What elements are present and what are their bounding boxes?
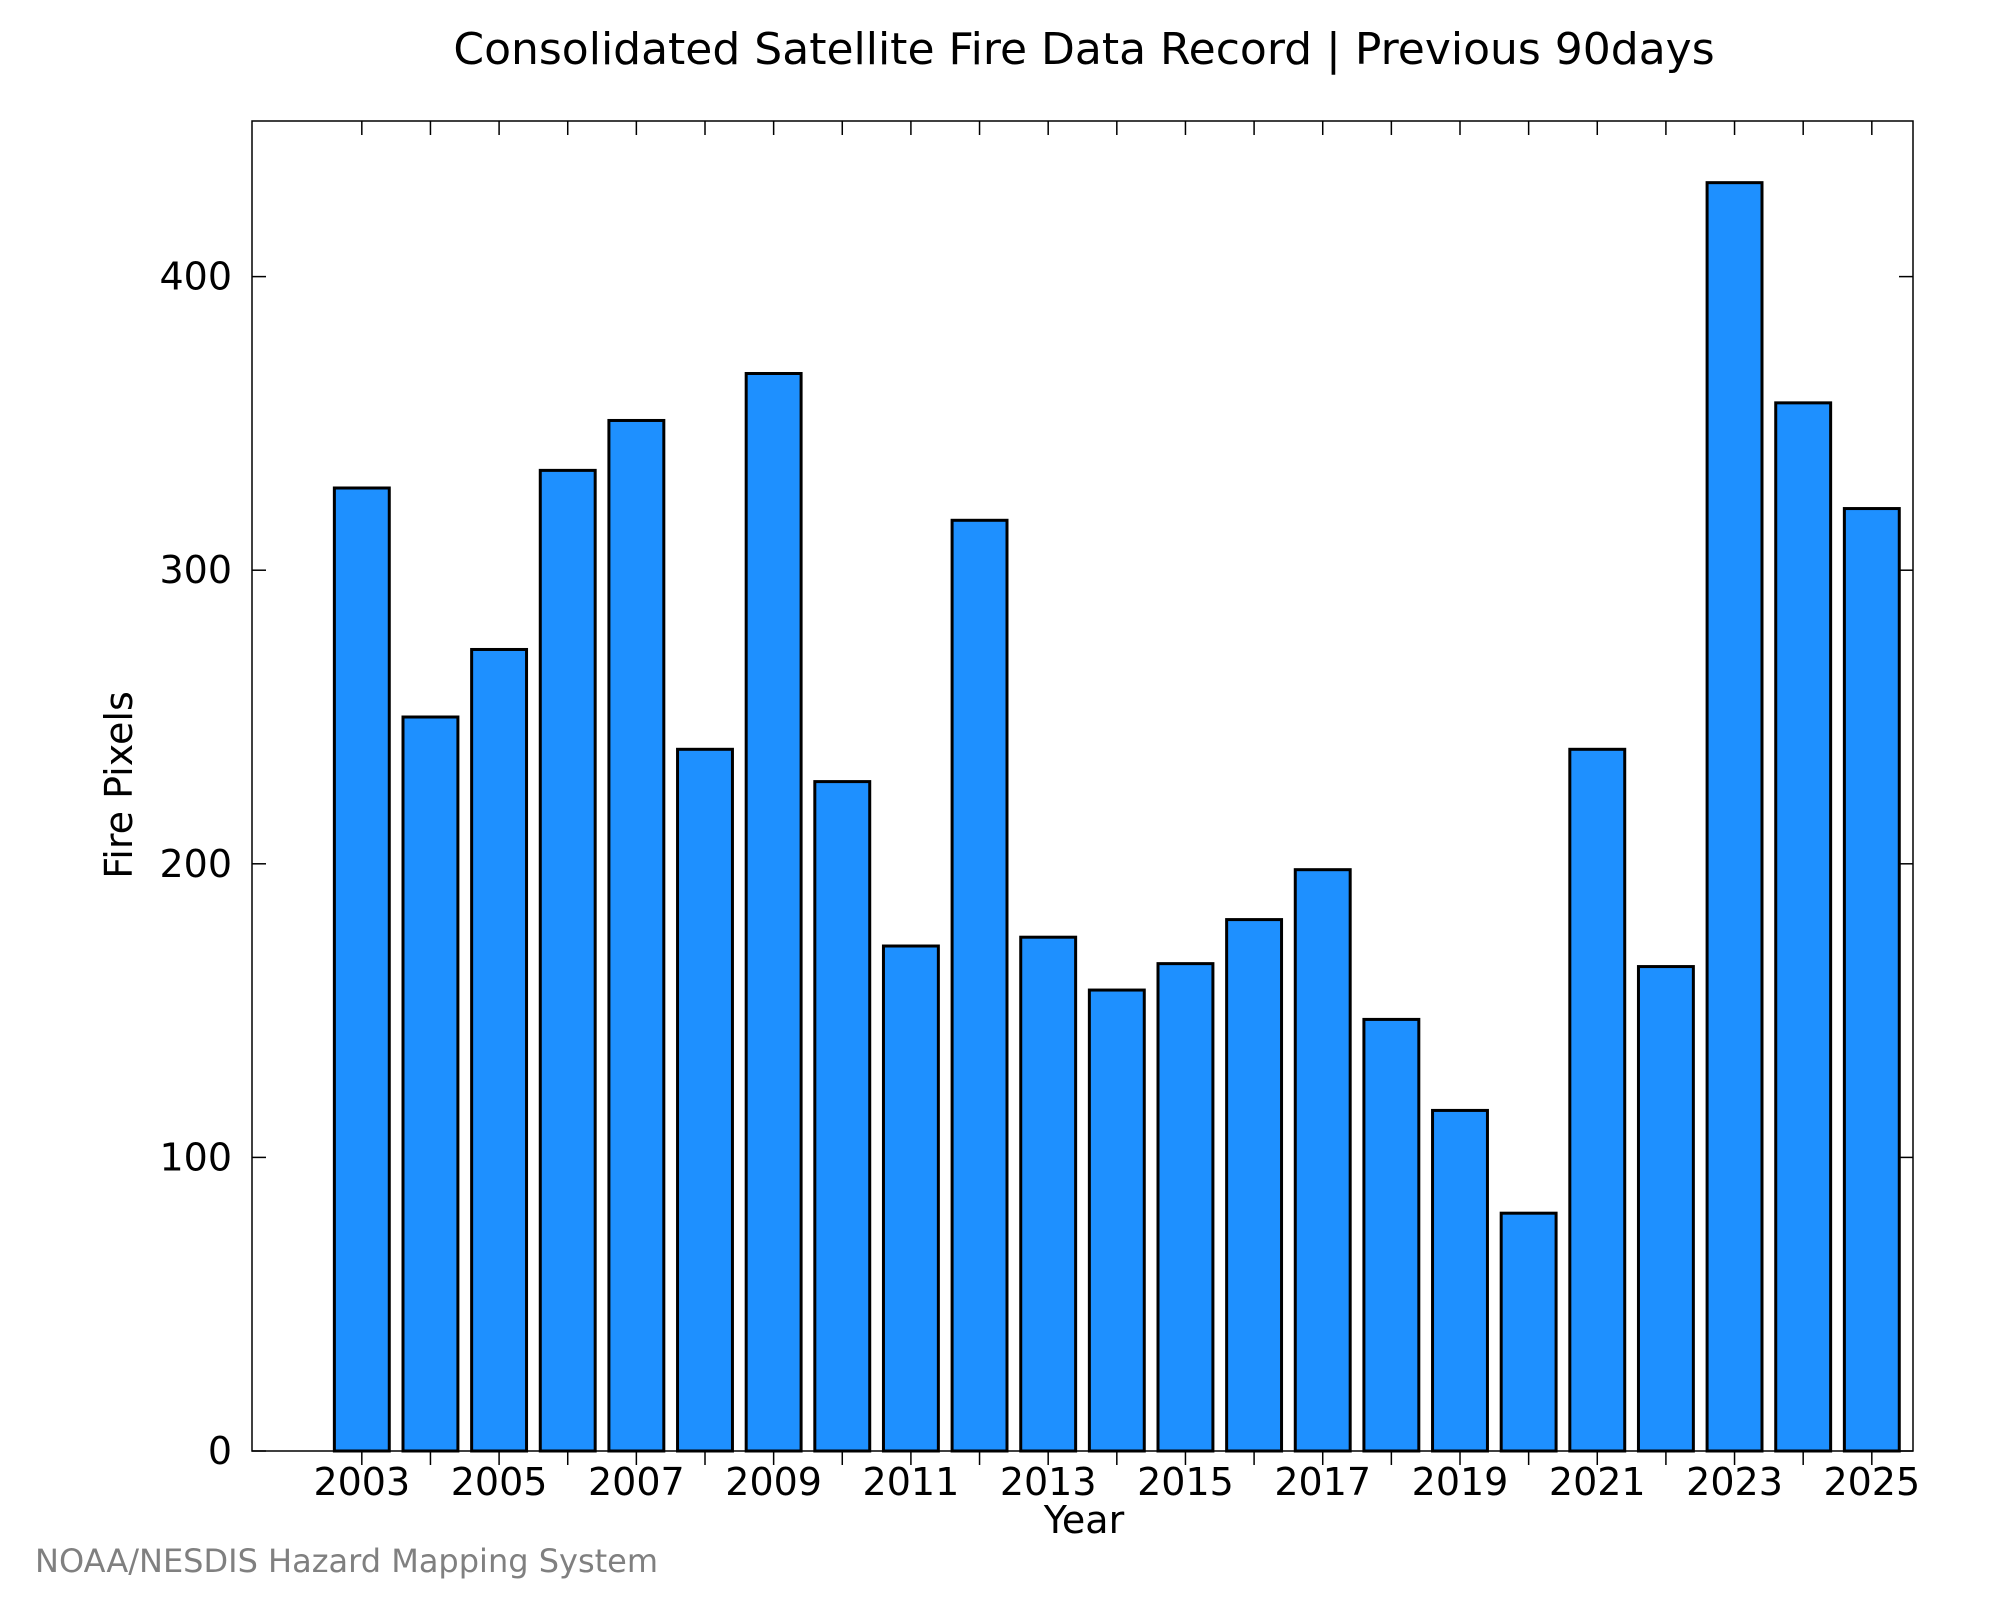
x-tick-label: 2007: [588, 1460, 685, 1504]
x-axis-label: Year: [1043, 1498, 1125, 1542]
plot-border: [251, 120, 1914, 1452]
y-tick-label: 0: [208, 1429, 232, 1473]
y-tick-label: 300: [159, 548, 232, 592]
bar-2020: [1499, 1211, 1558, 1453]
bar-2018: [1362, 1017, 1421, 1453]
bar-2022: [1636, 965, 1695, 1453]
x-tick-label: 2019: [1412, 1460, 1509, 1504]
bar-2017: [1293, 868, 1352, 1453]
bar-2010: [813, 780, 872, 1453]
x-tick-label: 2013: [1000, 1460, 1097, 1504]
x-tick-label: 2017: [1274, 1460, 1371, 1504]
x-tick-labels: 2003 2005 2007 2009 2011 2013 2015 2017 2019 2021…: [313, 1460, 1920, 1504]
x-tick-label: 2023: [1686, 1460, 1783, 1504]
ticks-layer: [252, 121, 1913, 1465]
bar-2011: [881, 944, 940, 1453]
bar-2008: [676, 747, 734, 1453]
y-tick-label: 100: [159, 1135, 232, 1179]
bar-2015: [1156, 962, 1215, 1453]
y-tick-label: 400: [159, 255, 232, 299]
x-tick-label: 2003: [313, 1460, 410, 1504]
x-tick-label: 2011: [863, 1460, 960, 1504]
y-tick-labels: 0 100 200 300 400: [159, 255, 232, 1473]
y-axis-label: Fire Pixels: [97, 691, 141, 879]
bar-2019: [1431, 1108, 1489, 1453]
bar-2013: [1019, 935, 1078, 1453]
bar-2016: [1225, 918, 1284, 1453]
credit-text: NOAA/NESDIS Hazard Mapping System: [35, 1542, 658, 1580]
bar-2003: [332, 486, 391, 1453]
x-tick-label: 2015: [1137, 1460, 1234, 1504]
bar-2014: [1087, 988, 1146, 1453]
x-tick-label: 2021: [1549, 1460, 1646, 1504]
bar-2023: [1705, 181, 1764, 1453]
bar-2004: [401, 715, 460, 1453]
y-tick-label: 200: [159, 842, 232, 886]
bar-2025: [1842, 507, 1901, 1453]
bar-2024: [1774, 401, 1833, 1453]
bar-2005: [470, 647, 529, 1453]
x-tick-label: 2025: [1823, 1460, 1920, 1504]
plot-frame: [251, 120, 1914, 1452]
bar-2021: [1568, 747, 1627, 1453]
bar-2009: [744, 371, 803, 1453]
chart-title: Consolidated Satellite Fire Data Record …: [453, 24, 1714, 75]
bar-2006: [538, 468, 597, 1453]
bar-2007: [607, 418, 666, 1453]
bars-layer: [332, 181, 1901, 1453]
bar-2012: [950, 518, 1009, 1453]
x-tick-label: 2009: [725, 1460, 822, 1504]
x-tick-label: 2005: [451, 1460, 548, 1504]
